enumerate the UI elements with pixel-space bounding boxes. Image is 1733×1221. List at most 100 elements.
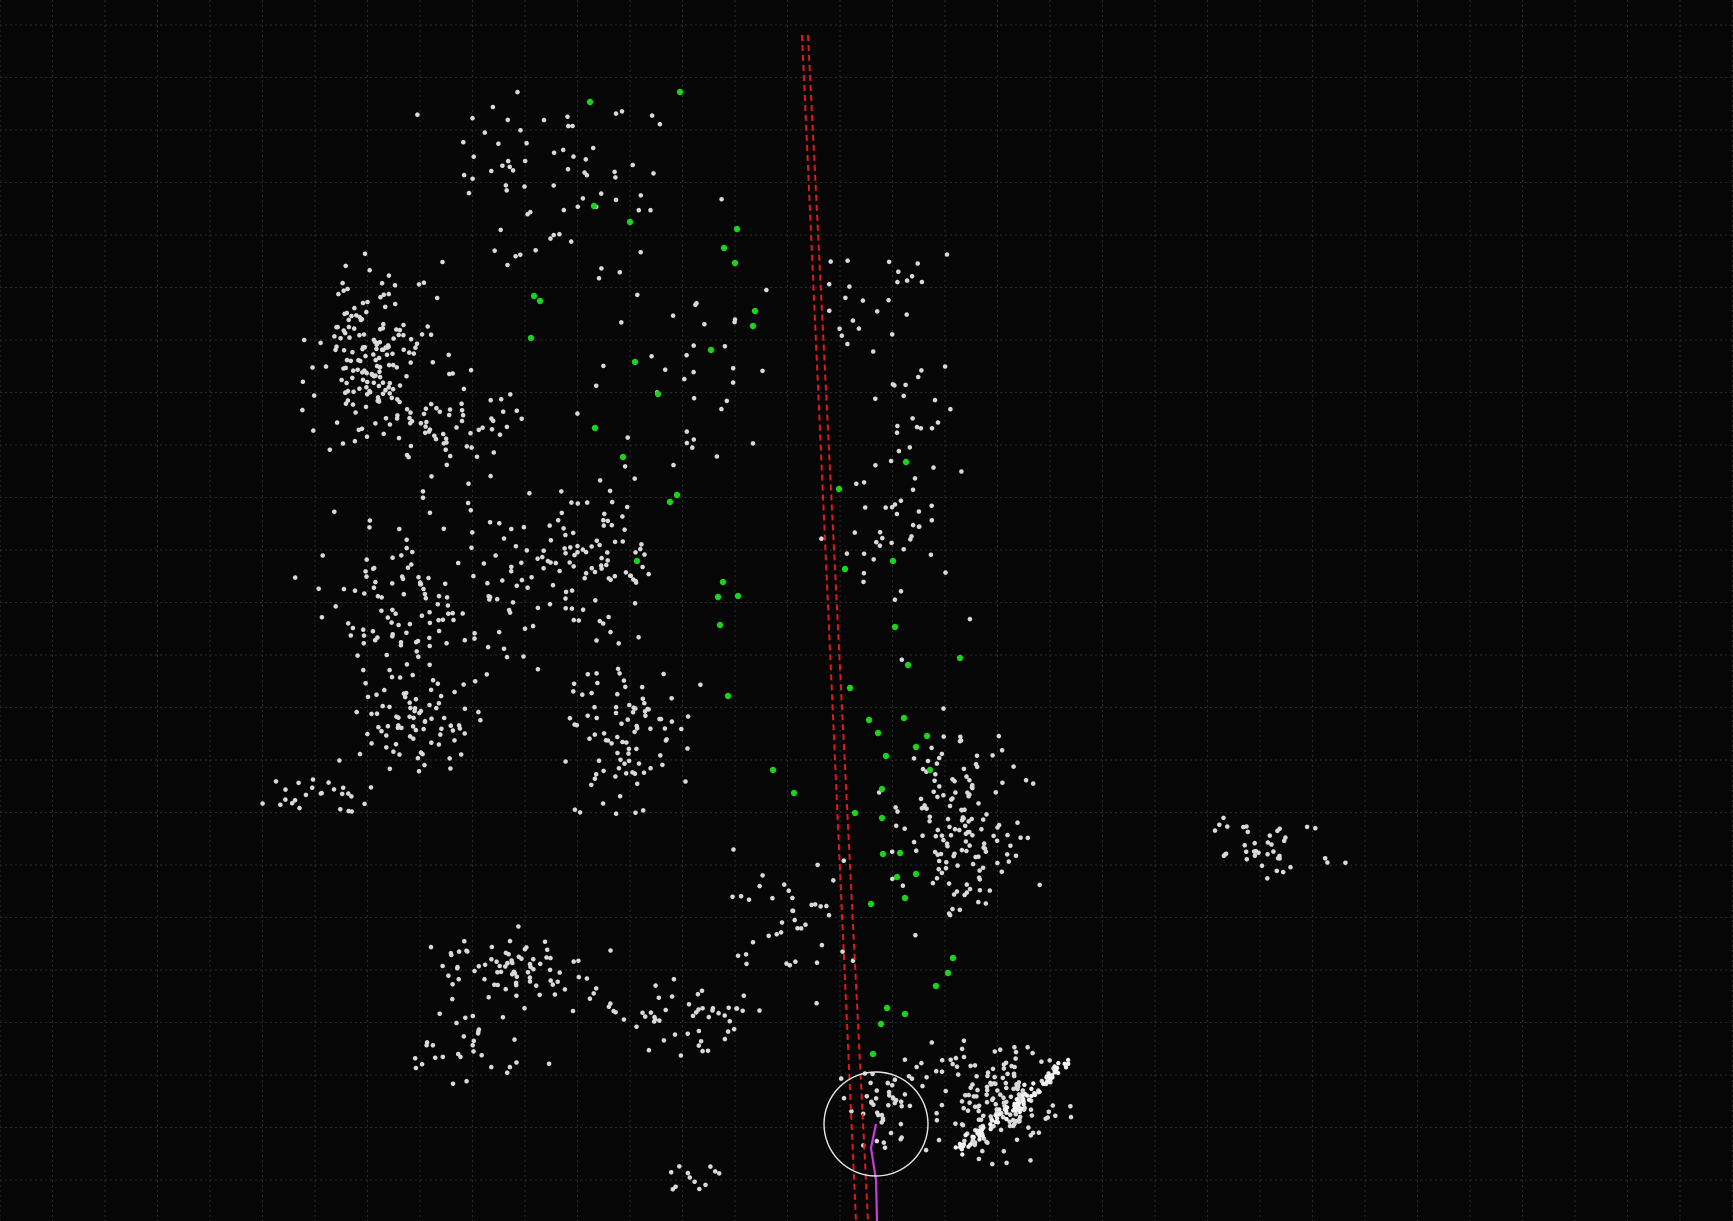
cloud-point	[361, 667, 366, 673]
cloud-point	[669, 719, 675, 724]
cloud-point	[691, 437, 697, 442]
cloud-point	[616, 766, 622, 771]
cloud-point	[537, 961, 543, 967]
cloud-point	[423, 424, 428, 429]
cloud-point	[396, 622, 401, 628]
cloud-point	[889, 540, 894, 546]
cloud-point	[757, 883, 762, 889]
cloud-point	[912, 476, 918, 481]
cloud-point	[427, 702, 432, 708]
cloud-point	[962, 823, 968, 829]
cloud-point	[678, 1053, 684, 1058]
cloud-point	[606, 614, 611, 620]
cloud-point	[1028, 1158, 1033, 1163]
cloud-point	[962, 1138, 967, 1144]
cloud-point	[364, 309, 369, 315]
cloud-point	[920, 833, 925, 838]
cloud-point	[387, 704, 392, 710]
cloud-point	[582, 575, 587, 581]
cloud-point	[374, 346, 379, 352]
cloud-point	[563, 589, 569, 595]
landmark-point	[633, 557, 641, 565]
cloud-point	[541, 117, 547, 123]
cloud-point	[361, 633, 367, 638]
cloud-point	[1244, 857, 1250, 862]
cloud-point	[320, 553, 326, 558]
cloud-point	[344, 310, 350, 316]
cloud-point	[571, 564, 576, 569]
cloud-point	[513, 544, 519, 549]
cloud-point	[793, 959, 798, 964]
cloud-point	[1006, 859, 1012, 864]
cloud-point	[454, 1020, 459, 1026]
cloud-point	[440, 431, 446, 437]
cloud-point	[541, 566, 546, 571]
robot-position-marker[interactable]	[823, 1071, 929, 1177]
cloud-point	[425, 324, 431, 329]
cloud-point	[1008, 1094, 1014, 1100]
cloud-point	[436, 701, 442, 706]
cloud-point	[589, 544, 594, 549]
cloud-point	[814, 1000, 819, 1006]
cloud-point	[766, 933, 771, 939]
cloud-point	[919, 1060, 924, 1066]
cloud-point	[798, 926, 804, 931]
cloud-point	[852, 530, 858, 535]
cloud-point	[1017, 1114, 1023, 1120]
cloud-point	[559, 510, 565, 516]
cloud-point	[547, 523, 552, 528]
cloud-point	[260, 801, 265, 806]
cloud-point	[985, 1073, 990, 1079]
cloud-point	[624, 740, 629, 745]
cloud-point	[599, 566, 604, 571]
landmark-point	[893, 873, 901, 881]
cloud-point	[452, 738, 457, 743]
cloud-point	[428, 401, 434, 407]
cloud-point	[1029, 1086, 1034, 1092]
cloud-point	[669, 696, 674, 701]
cloud-point	[920, 766, 926, 772]
cloud-point	[653, 983, 658, 988]
cloud-point	[617, 270, 623, 275]
cloud-point	[430, 1043, 436, 1048]
cloud-point	[446, 973, 451, 978]
cloud-point	[476, 427, 482, 433]
cloud-point	[365, 299, 370, 305]
cloud-point	[924, 1075, 929, 1080]
cloud-point	[950, 777, 955, 782]
cloud-point	[370, 566, 376, 572]
landmark-point	[867, 900, 875, 908]
cloud-point	[871, 1102, 876, 1107]
cloud-point	[542, 939, 548, 945]
cloud-point	[509, 526, 514, 532]
cloud-point	[951, 853, 956, 859]
cloud-point	[470, 176, 475, 182]
cloud-point	[419, 1061, 425, 1067]
cloud-point	[398, 642, 404, 648]
cloud-point	[889, 504, 895, 510]
cloud-point	[367, 388, 372, 394]
cloud-point	[456, 949, 462, 954]
cloud-point	[893, 805, 898, 810]
cloud-point	[874, 309, 880, 314]
cloud-point	[1046, 1071, 1051, 1076]
cloud-point	[562, 546, 567, 551]
cloud-point	[967, 777, 972, 783]
cloud-point	[474, 454, 480, 460]
cloud-point	[613, 774, 618, 779]
cloud-point	[981, 1113, 986, 1119]
cloud-point	[725, 1029, 731, 1034]
cloud-point	[470, 115, 475, 121]
cloud-point	[565, 114, 570, 120]
cloud-point	[856, 326, 862, 331]
cloud-point	[1242, 843, 1247, 848]
cloud-point	[596, 276, 602, 281]
cloud-point	[950, 1061, 955, 1067]
cloud-point	[935, 794, 940, 800]
cloud-point	[383, 387, 388, 393]
cloud-point	[396, 723, 401, 728]
cloud-point	[861, 480, 867, 485]
cloud-point	[482, 130, 488, 135]
